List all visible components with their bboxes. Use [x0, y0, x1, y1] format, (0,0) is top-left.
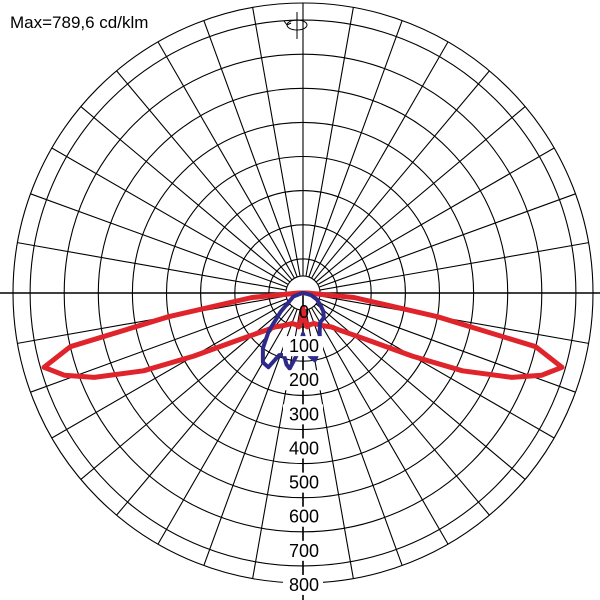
grid-spoke [313, 305, 490, 516]
grid-spoke [308, 308, 403, 566]
r-tick-label: 500 [289, 473, 319, 493]
grid-spoke [17, 242, 287, 291]
r-tick-label: 300 [289, 404, 319, 424]
tick-label-bg [283, 574, 323, 595]
r-tick-label: 200 [289, 370, 319, 390]
tick-label-bg [283, 438, 323, 459]
series-curve-1 [41, 290, 565, 380]
grid-spoke [317, 301, 555, 439]
tick-label-bg [283, 336, 323, 357]
grid-spoke [157, 41, 295, 279]
grid-spoke [305, 7, 354, 277]
grid-spoke [116, 70, 293, 281]
radial-tick-labels: 0 100 200 300 400 500 600 700 800 [283, 302, 323, 595]
grid-spoke [319, 242, 589, 291]
grid-spoke [51, 147, 289, 285]
r-tick-label: 0 [299, 302, 309, 322]
grid-spoke [315, 106, 526, 283]
r-tick-label: 700 [289, 541, 319, 561]
grid-spoke [203, 20, 298, 278]
tick-label-bg [283, 370, 323, 391]
grid-spoke [313, 70, 490, 281]
tick-label-bg [283, 404, 323, 425]
tick-label-bg [283, 540, 323, 561]
r-tick-label: 400 [289, 438, 319, 458]
grid-spoke [252, 7, 301, 277]
grid-spoke [203, 308, 298, 566]
grid-spoke [311, 41, 449, 279]
tick-label-bg [283, 506, 323, 527]
grid-spoke [318, 193, 576, 288]
r-tick-label: 100 [289, 336, 319, 356]
grid-spoke [308, 20, 403, 278]
grid-spoke [157, 307, 295, 545]
grid-spoke [51, 301, 289, 439]
r-tick-label: 600 [289, 507, 319, 527]
max-value-label: Max=789,6 cd/klm [10, 13, 148, 32]
grid-spoke [30, 193, 288, 288]
grid-spoke [317, 147, 555, 285]
grid-spoke [80, 106, 291, 283]
grid-spoke [116, 305, 293, 516]
grid-spoke [311, 307, 449, 545]
r-tick-label: 800 [289, 575, 319, 595]
tick-label-bg [283, 472, 323, 493]
